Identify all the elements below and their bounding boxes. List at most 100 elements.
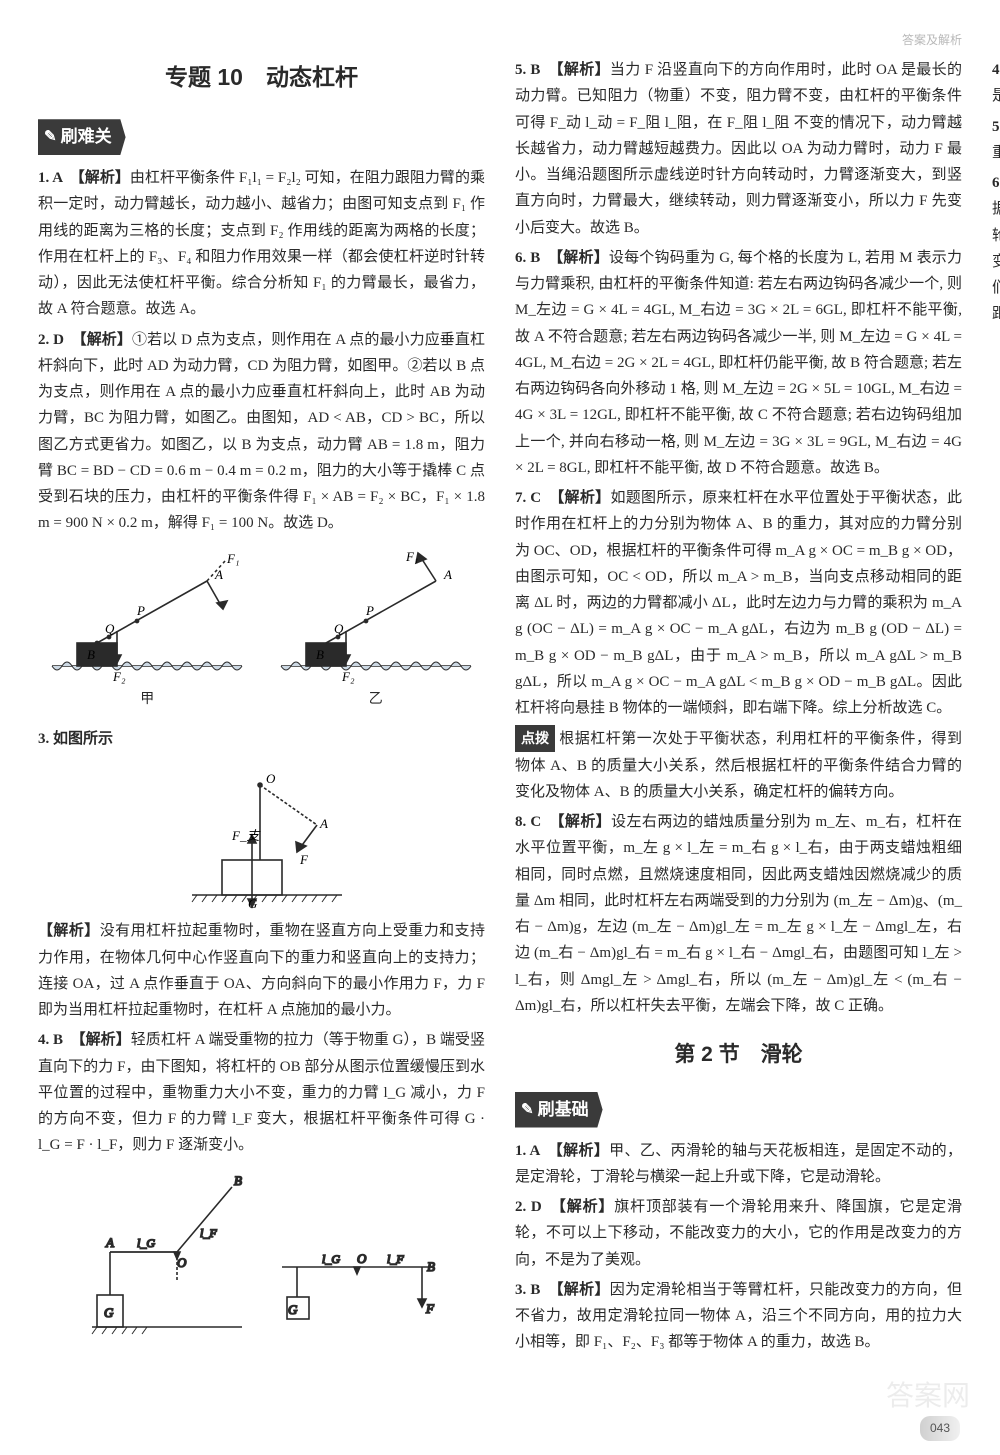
svg-text:l_F: l_F <box>387 1252 404 1266</box>
svg-text:B: B <box>316 647 324 662</box>
analysis-label: 【解析】 <box>557 490 611 506</box>
svg-text:P: P <box>365 603 374 618</box>
svg-text:A: A <box>105 1235 114 1250</box>
s2-item-2: 2. D 【解析】旗杆顶部装有一个滑轮用来升、降国旗，它是定滑轮，不可以上下移动… <box>515 1194 962 1273</box>
analysis-label: 【解析】 <box>79 332 132 348</box>
item-6-head: 6. B <box>515 250 556 266</box>
svg-text:F₂: F₂ <box>112 669 126 684</box>
item-6: 6. B 【解析】设每个钩码重为 G, 每个格的长度为 L, 若用 M 表示力与… <box>515 245 962 481</box>
figure-q2-row: A F₁ P Q F₂ B 甲 <box>38 543 485 721</box>
item-3: 3. 如图所示 <box>38 726 485 752</box>
svg-text:P: P <box>136 603 145 618</box>
badge-shuajichu: ✎ 刷基础 <box>515 1092 603 1128</box>
svg-text:F: F <box>299 852 309 867</box>
svg-text:O: O <box>266 771 276 786</box>
analysis-label: 【解析】 <box>77 170 130 186</box>
item-7-head: 7. C <box>515 490 557 506</box>
section-2-title: 第 2 节 滑轮 <box>515 1037 962 1074</box>
analysis-label: 【解析】 <box>558 1199 614 1215</box>
item-7-text: 如题图所示，原来杠杆在水平位置处于平衡状态，此时作用在杠杆上的力分别为物体 A、… <box>515 490 962 716</box>
analysis-label: 【解析】 <box>38 923 100 939</box>
svg-text:A: A <box>319 816 328 831</box>
s2-item-4: 4. A 【解析】从图中可以看出，该滑轮与船一起移动，因此该装置是动滑轮，优点是… <box>992 57 1000 110</box>
svg-text:A: A <box>214 567 223 582</box>
s2-item-2-head: 2. D <box>515 1199 558 1215</box>
s2-item-5-head: 5. B <box>992 119 1000 135</box>
item-5-head: 5. B <box>515 62 556 78</box>
item-7-dianbo: 点拨 根据杠杆第一次处于平衡状态，利用杠杆的平衡条件，得到物体 A、B 的质量大… <box>515 725 962 805</box>
item-7-dianbo-text: 根据杠杆第一次处于平衡状态，利用杠杆的平衡条件，得到物体 A、B 的质量大小关系… <box>515 731 962 800</box>
fig-q2-jia-label: 甲 <box>47 688 247 713</box>
analysis-label: 【解析】 <box>556 62 610 78</box>
item-2: 2. D 【解析】①若以 D 点为支点，则作用在 A 点的最小力应垂直杠杆斜向下… <box>38 327 485 537</box>
item-8-head: 8. C <box>515 814 557 830</box>
svg-text:B: B <box>234 1173 242 1188</box>
topic-10-title: 专题 10 动态杠杆 <box>38 57 485 97</box>
item-1-text: 由杠杆平衡条件 F₁l₁ = F₂l₂ 可知，在阻力跟阻力臂的乘积一定时，动力臂… <box>38 170 485 317</box>
svg-text:O: O <box>177 1255 187 1270</box>
fig-q2-yi-label: 乙 <box>276 688 476 713</box>
s2-item-6: 6. C 【解析】将动滑轮和定滑轮结合在一起使用时组成滑轮组，根据滑轮组的省力特… <box>992 170 1000 328</box>
analysis-label: 【解析】 <box>556 1282 610 1298</box>
svg-text:O: O <box>357 1251 367 1266</box>
watermark: 答案网 <box>886 1371 970 1420</box>
analysis-label: 【解析】 <box>555 1143 609 1159</box>
svg-text:F: F <box>425 1301 435 1316</box>
svg-text:G: G <box>288 1302 298 1317</box>
s2-item-1: 1. A 【解析】甲、乙、丙滑轮的轴与天花板相连，是固定不动的，是定滑轮，丁滑轮… <box>515 1138 962 1191</box>
item-1-head: 1. A <box>38 170 77 186</box>
analysis-label: 【解析】 <box>556 250 609 266</box>
badge-shuananguan: ✎ 刷难关 <box>38 119 126 155</box>
svg-text:B: B <box>427 1259 435 1274</box>
badge-text: 刷难关 <box>61 122 112 152</box>
s2-item-6-head: 6. C <box>992 175 1000 191</box>
svg-text:Q: Q <box>334 621 344 636</box>
svg-text:F₁: F₁ <box>226 551 239 566</box>
item-5: 5. B 【解析】当力 F 沿竖直向下的方向作用时，此时 OA 是最长的动力臂。… <box>515 57 962 241</box>
svg-text:G: G <box>104 1305 114 1320</box>
figure-q2-yi: A F₁ P Q F₂ B 乙 <box>276 551 476 713</box>
s2-item-3-head: 3. B <box>515 1282 556 1298</box>
svg-text:F₁: F₁ <box>405 551 418 564</box>
item-3-analysis: 【解析】没有用杠杆拉起重物时，重物在竖直方向上受重力和支持力作用，在物体几何中心… <box>38 918 485 1023</box>
item-1: 1. A 【解析】由杠杆平衡条件 F₁l₁ = F₂l₂ 可知，在阻力跟阻力臂的… <box>38 165 485 323</box>
dianbo-badge: 点拨 <box>515 725 555 752</box>
pencil-icon: ✎ <box>521 1097 534 1123</box>
item-8: 8. C 【解析】设左右两边的蜡烛质量分别为 m_左、m_右，杠杆在水平位置平衡… <box>515 809 962 1019</box>
svg-text:A: A <box>443 567 452 582</box>
svg-text:l_G: l_G <box>137 1236 155 1250</box>
item-4: 4. B 【解析】轻质杠杆 A 端受重物的拉力（等于物重 G），B 端受竖直向下… <box>38 1027 485 1158</box>
s2-item-3: 3. B 【解析】因为定滑轮相当于等臂杠杆，只能改变力的方向，但不省力，故用定滑… <box>515 1277 962 1356</box>
item-5-text: 当力 F 沿竖直向下的方向作用时，此时 OA 是最长的动力臂。已知阻力（物重）不… <box>515 62 962 236</box>
svg-text:F₂: F₂ <box>341 669 355 684</box>
item-3-head: 3. 如图所示 <box>38 731 113 747</box>
item-8-text: 设左右两边的蜡烛质量分别为 m_左、m_右，杠杆在水平位置平衡，m_左 g × … <box>515 814 962 1014</box>
svg-text:l_G: l_G <box>322 1252 340 1266</box>
svg-text:Q: Q <box>105 621 115 636</box>
s2-item-5: 5. B 【解析】由图知，两段绳子承担物重，则拉力为重力的一半，重力为 1 N，… <box>992 114 1000 167</box>
s2-item-1-head: 1. A <box>515 1143 555 1159</box>
item-6-text: 设每个钩码重为 G, 每个格的长度为 L, 若用 M 表示力与力臂乘积, 由杠杆… <box>515 250 962 476</box>
item-2-head: 2. D <box>38 332 79 348</box>
badge-text-2: 刷基础 <box>538 1095 589 1125</box>
s2-item-4-head: 4. A <box>992 62 1000 78</box>
item-4-text: 轻质杠杆 A 端受重物的拉力（等于物重 G），B 端受竖直向下的力 F，由下图知… <box>38 1032 485 1153</box>
analysis-label: 【解析】 <box>78 1032 131 1048</box>
item-7: 7. C 【解析】如题图所示，原来杠杆在水平位置处于平衡状态，此时作用在杠杆上的… <box>515 485 962 721</box>
svg-text:l_F: l_F <box>200 1226 217 1240</box>
item-3-text: 没有用杠杆拉起重物时，重物在竖直方向上受重力和支持力作用，在物体几何中心作竖直向… <box>38 923 485 1018</box>
svg-text:G: G <box>248 896 258 910</box>
page-number: 043 <box>920 1416 960 1441</box>
page-header: 答案及解析 <box>38 30 962 51</box>
figure-q4: G A l_G O B l_F O B l_G l_F G F <box>38 1167 485 1337</box>
main-columns: 专题 10 动态杠杆 ✎ 刷难关 1. A 【解析】由杠杆平衡条件 F₁l₁ =… <box>38 57 962 1357</box>
item-4-head: 4. B <box>38 1032 78 1048</box>
s2-item-6-text: 将动滑轮和定滑轮结合在一起使用时组成滑轮组，根据滑轮组的省力特点，承担物重的绳子… <box>992 175 1000 322</box>
figure-q2-jia: A F₁ P Q F₂ B 甲 <box>47 551 247 713</box>
svg-text:F_支: F_支 <box>231 828 261 843</box>
svg-text:B: B <box>87 647 95 662</box>
figure-q3: O A F F_支 G <box>38 760 485 910</box>
item-2-text: ①若以 D 点为支点，则作用在 A 点的最小力应垂直杠杆斜向下，此时 AD 为动… <box>38 332 485 532</box>
pencil-icon: ✎ <box>44 124 57 150</box>
analysis-label: 【解析】 <box>557 814 611 830</box>
